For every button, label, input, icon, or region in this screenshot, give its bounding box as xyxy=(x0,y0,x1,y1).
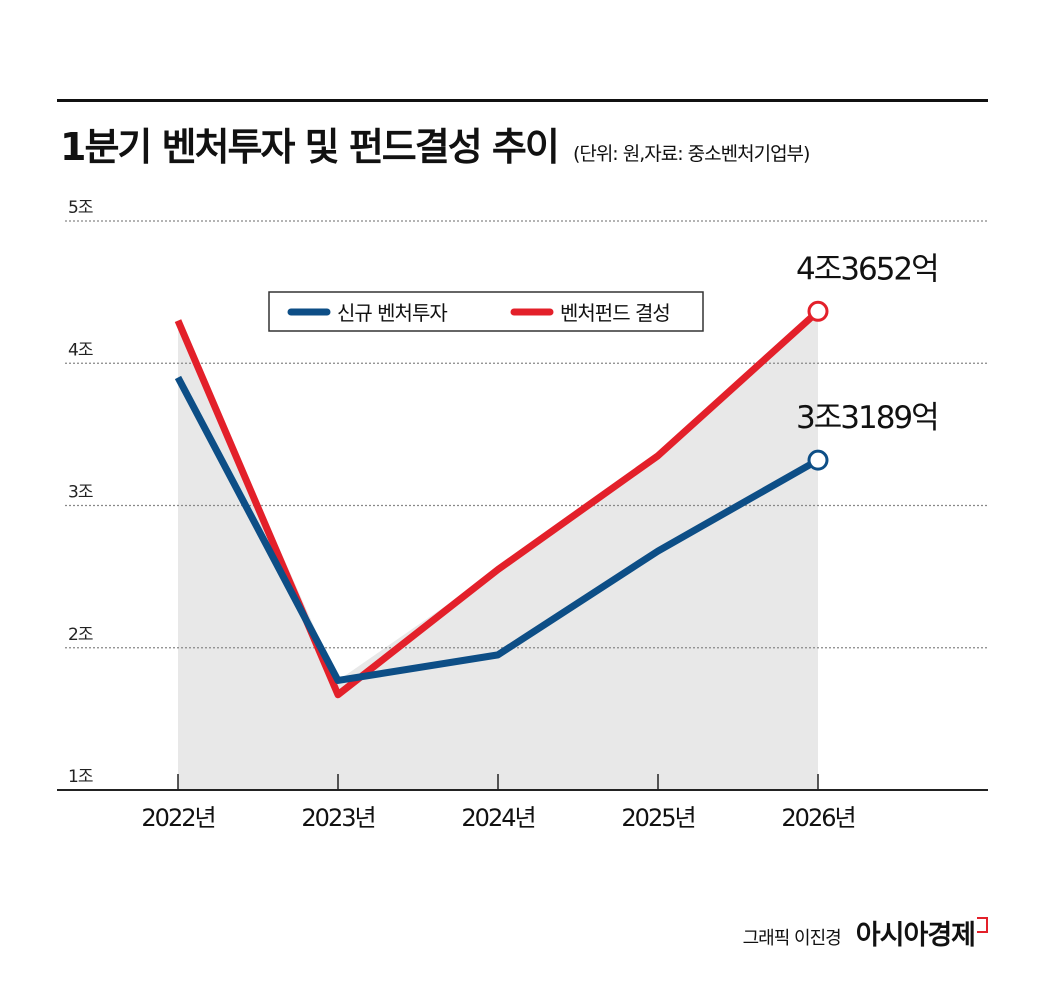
series-end-label: 4조3652억 xyxy=(796,251,938,287)
legend-box xyxy=(268,291,704,332)
title-row: 1분기 벤처투자 및 펀드결성 추이 (단위: 원,자료: 중소벤처기업부) xyxy=(60,116,811,171)
series-end-marker xyxy=(807,300,829,322)
brand-logo: 아시아경제 xyxy=(855,920,976,951)
graphic-credit: 그래픽 이진경 xyxy=(742,928,842,949)
series-line-fund xyxy=(174,308,821,699)
legend-label: 벤처펀드 결성 xyxy=(560,301,670,325)
chart-title: 1분기 벤처투자 및 펀드결성 추이 xyxy=(60,125,560,169)
legend-label: 신규 벤처투자 xyxy=(337,301,447,325)
y-tick-label: 1조 xyxy=(68,767,93,787)
y-tick-label: 4조 xyxy=(68,340,93,360)
y-tick-label: 2조 xyxy=(68,625,93,645)
x-tick-label: 2026년 xyxy=(781,804,854,832)
footer: 그래픽 이진경 아시아경제 xyxy=(743,913,988,952)
brand-mark-icon xyxy=(977,917,988,933)
area-fill xyxy=(178,311,818,790)
series-end-label: 3조3189억 xyxy=(796,400,938,436)
x-tick-label: 2025년 xyxy=(621,804,694,832)
chart-subtitle: (단위: 원,자료: 중소벤처기업부) xyxy=(572,143,811,165)
y-tick-label: 3조 xyxy=(68,483,93,503)
x-tick-label: 2022년 xyxy=(141,804,214,832)
top-rule xyxy=(57,99,988,102)
series-line-investment xyxy=(174,375,820,684)
series-end-marker xyxy=(807,449,829,471)
x-tick-label: 2024년 xyxy=(461,804,534,832)
x-tick-label: 2023년 xyxy=(301,804,374,832)
y-tick-label: 5조 xyxy=(68,198,93,218)
